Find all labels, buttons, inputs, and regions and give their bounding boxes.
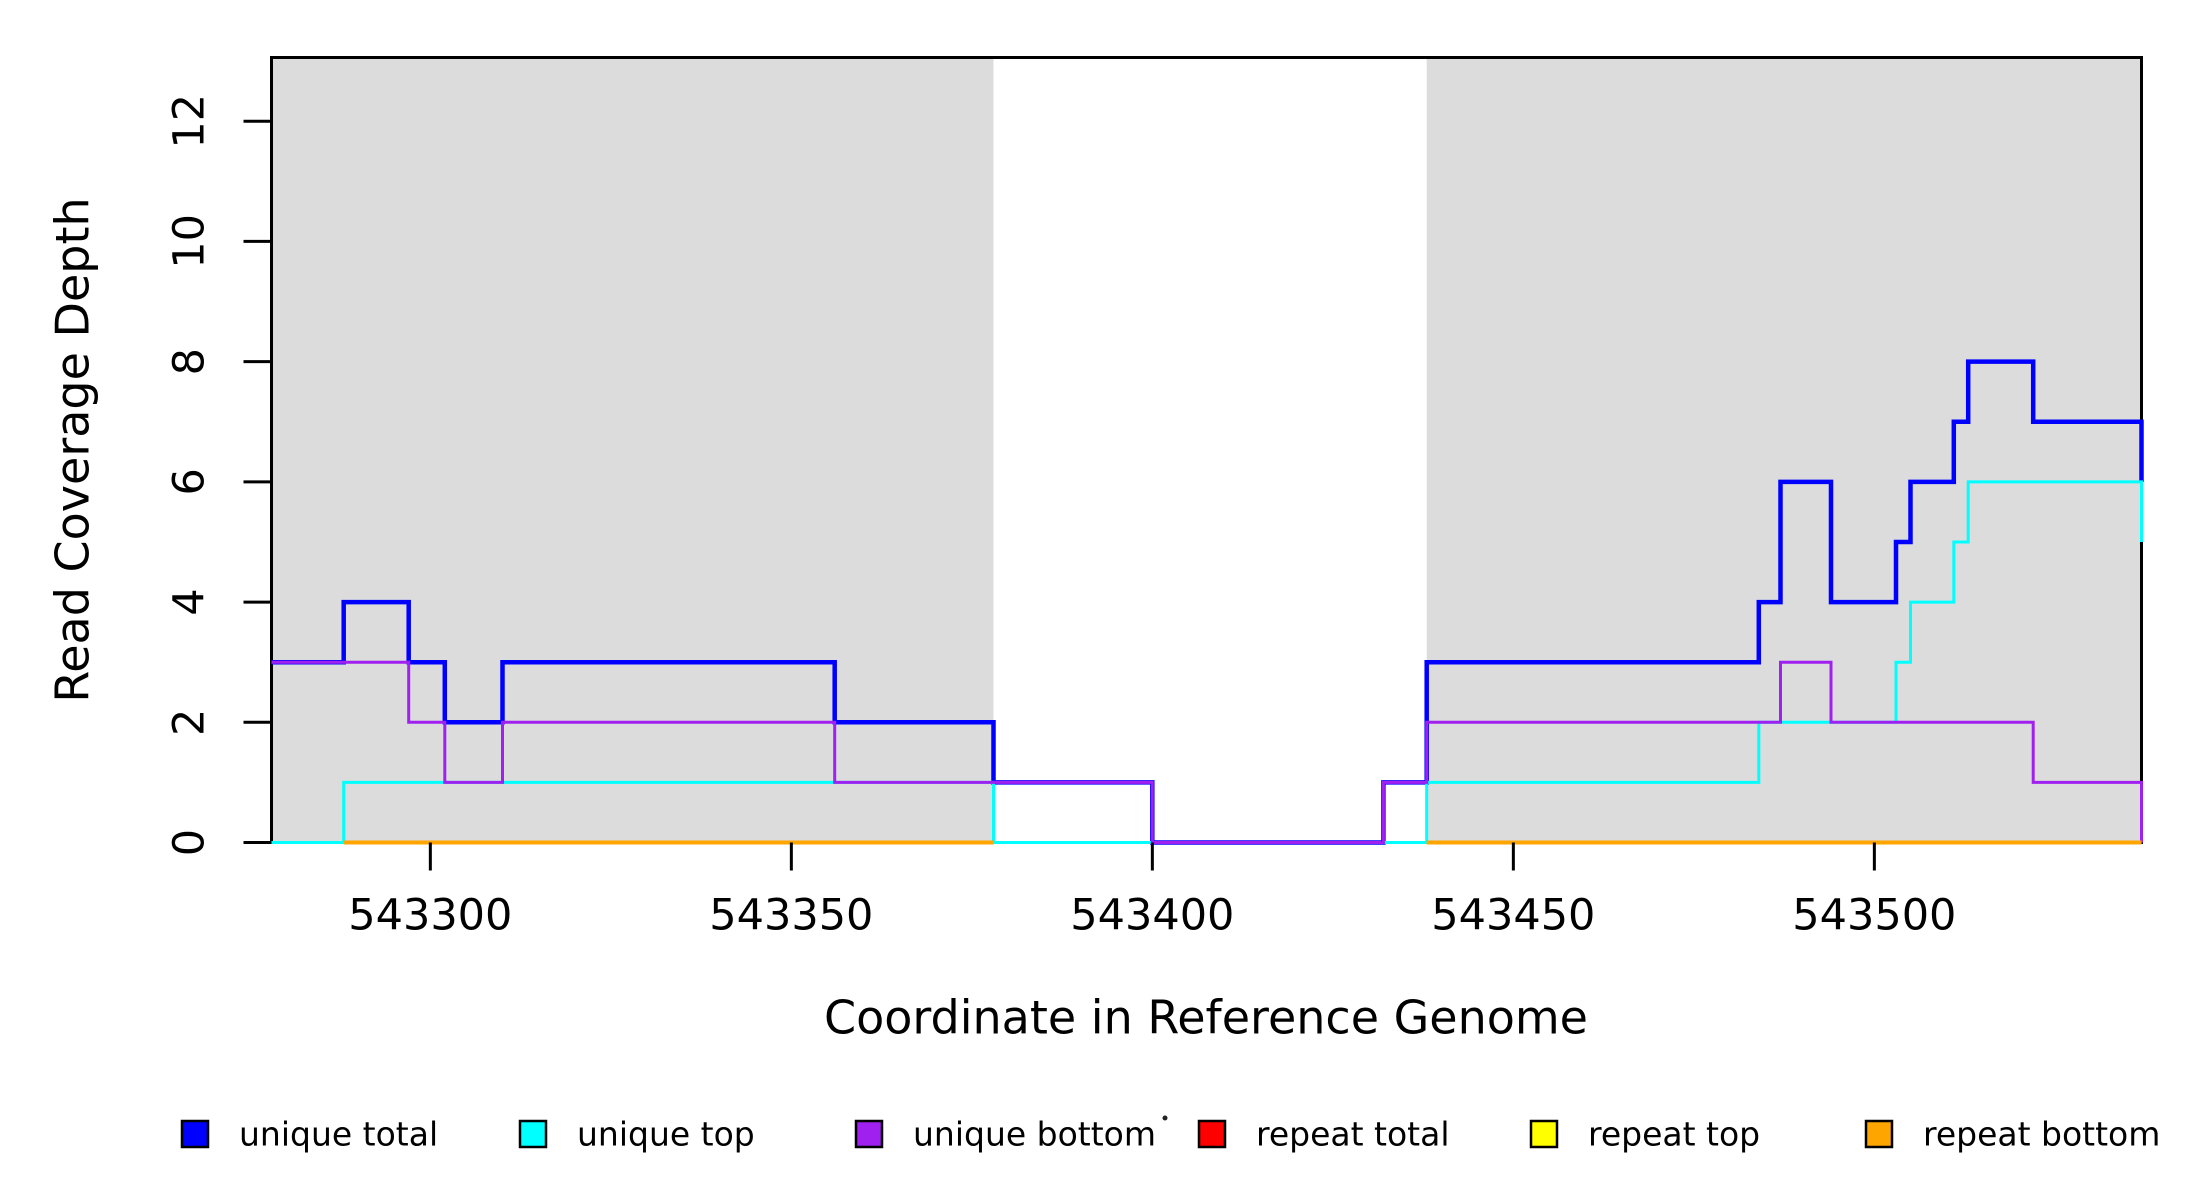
x-axis-title: Coordinate in Reference Genome [824, 991, 1588, 1045]
legend-swatch-unique-total [180, 1119, 210, 1149]
y-tick-label: 10 [165, 214, 215, 269]
y-axis-title: Read Coverage Depth [46, 197, 100, 702]
legend: unique total unique top unique bottom repea… [180, 1115, 2160, 1154]
legend-swatch-unique-bottom [854, 1119, 884, 1149]
legend-label-unique-bottom: unique bottom [913, 1115, 1156, 1154]
legend-item-repeat-top: repeat top [1529, 1115, 1760, 1154]
legend-item-unique-top: unique top [518, 1115, 755, 1154]
legend-label-unique-total: unique total [239, 1115, 438, 1154]
repeat-region-left [271, 57, 994, 843]
x-tick-label: 543350 [709, 891, 873, 941]
x-tick-label: 543450 [1431, 891, 1595, 941]
legend-label-repeat-bottom: repeat bottom [1923, 1115, 2160, 1154]
y-tick-label: 0 [165, 829, 215, 856]
legend-label-repeat-top: repeat top [1588, 1115, 1760, 1154]
shaded-regions-layer [271, 57, 2142, 843]
legend-label-unique-top: unique top [577, 1115, 755, 1154]
series-line-unique-bottom [271, 660, 2143, 844]
x-tick-label: 543300 [348, 891, 512, 941]
y-tick-label: 4 [165, 588, 215, 615]
y-tick-label: 12 [165, 94, 215, 149]
repeat-region-right [1426, 57, 2142, 843]
legend-item-repeat-bottom: repeat bottom [1864, 1115, 2160, 1154]
y-tick-label: 2 [165, 709, 215, 736]
x-tick-label: 543400 [1070, 891, 1234, 941]
legend-item-unique-bottom: unique bottom [854, 1115, 1156, 1154]
x-tick-label: 543500 [1792, 891, 1956, 941]
y-tick-label: 6 [165, 468, 215, 495]
legend-item-repeat-total: repeat total [1197, 1115, 1450, 1154]
legend-swatch-repeat-top [1529, 1119, 1559, 1149]
legend-swatch-repeat-total [1197, 1119, 1227, 1149]
stray-dot [1162, 1115, 1168, 1121]
y-tick-label: 8 [165, 348, 215, 375]
legend-swatch-unique-top [518, 1119, 548, 1149]
legend-label-repeat-total: repeat total [1256, 1115, 1450, 1154]
axis-ticks-layer: 543300 543350 543400 543450 543500 0 2 4 6 8 10 12 [165, 94, 1957, 941]
series-layer [271, 359, 2144, 845]
legend-item-unique-total: unique total [180, 1115, 438, 1154]
legend-swatch-repeat-bottom [1864, 1119, 1894, 1149]
